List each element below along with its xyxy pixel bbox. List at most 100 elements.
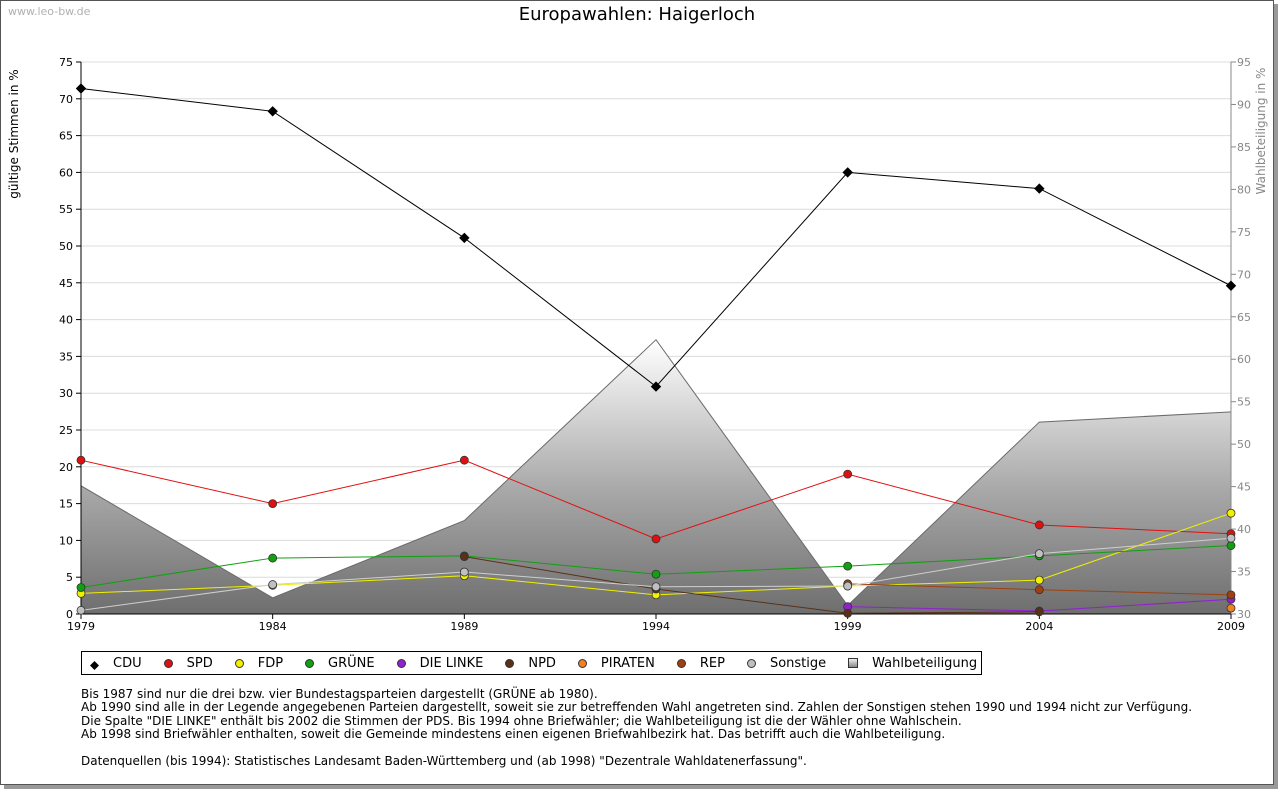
y-tick-label: 65 — [59, 130, 73, 143]
x-tick-label: 1989 — [450, 620, 478, 633]
legend-circle-icon — [396, 658, 406, 668]
y-tick-label: 70 — [59, 93, 73, 106]
note-line: Die Spalte "DIE LINKE" enthält bis 2002 … — [81, 713, 962, 728]
legend-square-icon — [848, 658, 859, 668]
legend-label: NPD — [528, 655, 556, 671]
y-tick-label: 25 — [59, 424, 73, 437]
data-point-sonstige — [651, 582, 661, 592]
data-point-spd — [268, 499, 278, 509]
y-right-tick-label: 90 — [1237, 98, 1251, 111]
tick-labels: 0 5 10 15 20 25 30 35 40 45 50 55 60 65 70 75 30 35 40 45 50… — [7, 56, 1268, 633]
legend-item-rep: REP — [676, 655, 725, 671]
data-point-rep — [1226, 590, 1236, 600]
legend-circle-icon — [163, 658, 173, 668]
data-point-sonstige — [1034, 549, 1044, 559]
data-point-cdu — [267, 106, 278, 117]
data-point-cdu — [1034, 183, 1045, 194]
note-line: Bis 1987 sind nur die drei bzw. vier Bun… — [81, 687, 598, 701]
y-tick-label: 10 — [59, 534, 73, 547]
x-tick-label: 1984 — [259, 620, 287, 633]
legend-label: CDU — [113, 655, 142, 671]
y-tick-label: 40 — [59, 314, 73, 327]
legend-circle-icon — [305, 658, 315, 668]
data-point-rep — [1034, 585, 1044, 595]
legend-label: GRÜNE — [328, 655, 375, 671]
data-point-npd — [843, 608, 853, 618]
chart-title: Europawahlen: Haigerloch — [518, 4, 756, 25]
legend-label: Wahlbeteiligung — [872, 655, 978, 671]
y-tick-label: 55 — [59, 203, 73, 216]
data-point-grüne — [268, 553, 278, 563]
y-right-tick-label: 60 — [1237, 353, 1251, 366]
legend-label: DIE LINKE — [419, 655, 484, 671]
data-point-fdp — [1034, 575, 1044, 585]
data-point-npd — [1034, 607, 1044, 617]
data-point-grüne — [843, 561, 853, 571]
legend-item-piraten: PIRATEN — [577, 655, 655, 671]
series-line-npd — [464, 556, 1040, 614]
legend-item-die-linke: DIE LINKE — [396, 655, 484, 671]
legend-item-sonstige: Sonstige — [746, 655, 827, 671]
data-point-fdp — [1226, 508, 1236, 518]
y-tick-label: 60 — [59, 166, 73, 179]
note-line: Ab 1990 sind alle in der Legende angegeb… — [81, 700, 1193, 715]
legend-item-fdp: FDP — [234, 655, 284, 671]
notes: Bis 1987 sind nur die drei bzw. vier Bun… — [81, 687, 1193, 741]
x-tick-label: 1999 — [834, 620, 862, 633]
legend-label: REP — [699, 655, 725, 671]
y-tick-label: 20 — [59, 461, 73, 474]
y-tick-label: 0 — [66, 608, 73, 621]
data-point-spd — [76, 455, 86, 465]
legend-circle-icon — [505, 658, 515, 668]
y-right-tick-label: 95 — [1237, 56, 1251, 69]
legend: CDU SPD FDP GRÜNE DIE LINKE NPD PIRATEN REP Sons… — [81, 651, 983, 675]
legend-label: PIRATEN — [600, 655, 655, 671]
y-right-tick-label: 30 — [1237, 608, 1251, 621]
data-point-grüne — [76, 583, 86, 592]
data-point-sonstige — [76, 605, 86, 615]
data-point-spd — [1034, 520, 1044, 530]
data-point-cdu — [459, 232, 470, 244]
data-point-grüne — [1226, 541, 1236, 550]
data-point-spd — [459, 455, 469, 465]
y-right-tick-label: 85 — [1237, 141, 1251, 154]
series-points — [75, 83, 1237, 618]
legend-label: FDP — [257, 655, 284, 671]
legend-item-npd: NPD — [505, 656, 556, 671]
y-right-tick-label: 45 — [1237, 481, 1251, 494]
data-source: Datenquellen (bis 1994): Statistisches L… — [81, 754, 807, 768]
y-tick-label: 30 — [59, 387, 73, 400]
legend-item-wahlbeteiligung: Wahlbeteiligung — [848, 656, 977, 671]
y-axis-title-left: gültige Stimmen in % — [7, 69, 21, 198]
data-point-sonstige — [843, 581, 853, 591]
data-point-sonstige — [268, 580, 278, 589]
y-tick-label: 50 — [59, 240, 73, 253]
x-tick-label: 2009 — [1217, 620, 1245, 633]
y-right-tick-label: 65 — [1237, 311, 1251, 324]
legend-circle-icon — [234, 658, 244, 668]
legend-diamond-icon — [90, 659, 99, 670]
legend-label: Sonstige — [769, 655, 827, 671]
x-tick-label: 2004 — [1025, 620, 1053, 633]
data-point-piraten — [1226, 603, 1236, 613]
x-tick-label: 1979 — [67, 620, 95, 633]
data-point-cdu — [842, 167, 853, 178]
y-right-tick-label: 75 — [1237, 226, 1251, 239]
data-point-cdu — [75, 83, 87, 94]
data-point-sonstige — [459, 567, 469, 577]
data-point-spd — [651, 534, 661, 544]
data-point-npd — [459, 552, 469, 561]
data-point-grüne — [651, 569, 661, 579]
legend-item-spd: SPD — [163, 655, 213, 671]
legend-label: SPD — [186, 655, 213, 671]
legend-item-grüne: GRÜNE — [305, 656, 375, 671]
legend-circle-icon — [577, 658, 587, 668]
y-right-tick-label: 55 — [1237, 396, 1251, 409]
y-right-tick-label: 80 — [1237, 183, 1251, 196]
y-axis-title-right: Wahlbeteiligung in % — [1254, 68, 1268, 195]
x-tick-label: 1994 — [642, 620, 670, 633]
watermark: www.leo-bw.de — [8, 5, 91, 18]
note-line: Ab 1998 sind Briefwähler enthalten, sowe… — [81, 726, 946, 741]
y-tick-label: 35 — [59, 350, 73, 363]
